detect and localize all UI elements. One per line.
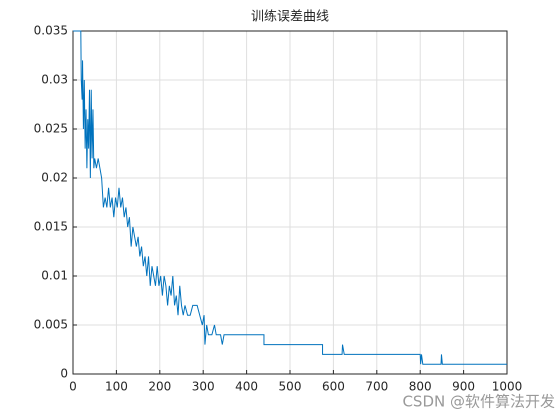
x-tick-label: 500 — [279, 380, 302, 394]
x-tick-label: 100 — [105, 380, 128, 394]
x-tick-label: 700 — [365, 380, 388, 394]
y-tick-label: 0.01 — [41, 269, 68, 283]
x-tick-label: 900 — [452, 380, 475, 394]
chart-title: 训练误差曲线 — [251, 10, 329, 25]
x-tick-label: 300 — [192, 380, 215, 394]
x-tick-label: 200 — [148, 380, 171, 394]
y-tick-label: 0.015 — [34, 220, 68, 234]
line-series — [73, 30, 507, 365]
axes-box — [72, 30, 508, 375]
x-tick-label: 1000 — [492, 380, 523, 394]
x-tick-label: 800 — [409, 380, 432, 394]
y-tick-label: 0.025 — [34, 122, 68, 136]
y-tick-label: 0.035 — [34, 24, 68, 38]
y-tick-label: 0.02 — [41, 171, 68, 185]
watermark: CSDN @软件算法开发 — [402, 393, 555, 411]
y-tick-label: 0.03 — [41, 73, 68, 87]
y-tick-label: 0 — [60, 367, 68, 381]
x-tick-label: 400 — [235, 380, 258, 394]
x-tick-label: 600 — [322, 380, 345, 394]
y-tick-label: 0.005 — [34, 318, 68, 332]
x-tick-label: 0 — [69, 380, 77, 394]
